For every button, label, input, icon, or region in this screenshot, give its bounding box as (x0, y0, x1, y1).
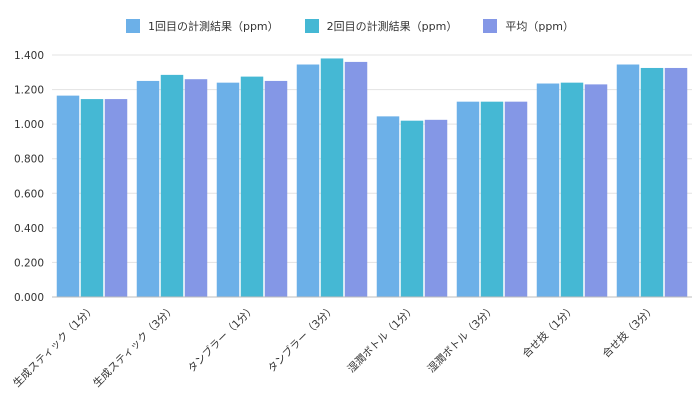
bar-series-1-cat-1 (56, 95, 80, 297)
x-tick-label: 湿潤ボトル（3分） (426, 303, 499, 376)
legend: 1回目の計測結果（ppm） 2回目の計測結果（ppm） 平均（ppm） (0, 18, 700, 34)
bar-series-1-cat-2 (136, 80, 160, 297)
bar-series-2-cat-5 (400, 120, 424, 297)
y-tick-label: 0.000 (14, 292, 44, 304)
x-tick-label: 生成スティック（1分） (10, 302, 98, 390)
x-tick-label: 合せ技（3分） (600, 302, 658, 360)
bar-series-1-cat-4 (296, 64, 320, 297)
y-tick-label: 0.400 (14, 223, 44, 235)
legend-label-series-2: 2回目の計測結果（ppm） (326, 20, 458, 33)
x-tick-label: 生成スティック（3分） (90, 302, 178, 390)
legend-item-series-3: 平均（ppm） (483, 18, 574, 34)
bar-series-3-cat-1 (104, 99, 128, 297)
y-tick-label: 1.400 (14, 50, 44, 62)
x-tick-label: タンブラー（1分） (185, 302, 258, 375)
x-tick-label: タンブラー（3分） (265, 302, 338, 375)
x-axis-ticks: 生成スティック（1分）生成スティック（3分） タンブラー（1分） タンブラー（3分）… (10, 302, 658, 390)
bar-series-2-cat-3 (240, 76, 264, 297)
bar-series-2-cat-1 (80, 99, 104, 297)
bar-series-3-cat-6 (504, 101, 528, 298)
legend-swatch-series-1 (125, 19, 140, 33)
bar-series-2-cat-6 (480, 101, 504, 298)
bar-series-2-cat-7 (560, 82, 584, 298)
y-tick-label: 1.200 (14, 85, 44, 97)
legend-item-series-1: 1回目の計測結果（ppm） (125, 18, 279, 34)
legend-swatch-series-2 (304, 19, 319, 33)
bar-series-1-cat-5 (376, 116, 400, 297)
legend-swatch-series-3 (483, 19, 498, 33)
y-tick-label: 1.000 (14, 119, 44, 131)
bars-layer (56, 58, 688, 298)
bar-series-1-cat-6 (456, 101, 480, 298)
legend-label-series-3: 平均（ppm） (505, 20, 575, 33)
bar-series-3-cat-4 (344, 61, 368, 297)
y-axis-ticks: 0.000 0.200 0.400 0.600 0.800 1.000 1.200 1.400 (14, 50, 44, 304)
bar-series-3-cat-3 (264, 80, 288, 297)
legend-label-series-1: 1回目の計測結果（ppm） (147, 20, 279, 33)
bar-series-3-cat-2 (184, 79, 208, 297)
bar-series-2-cat-8 (640, 67, 664, 297)
legend-item-series-2: 2回目の計測結果（ppm） (304, 18, 458, 34)
bar-series-1-cat-8 (616, 64, 640, 297)
bar-series-1-cat-3 (216, 82, 240, 298)
bar-series-3-cat-5 (424, 119, 448, 297)
y-tick-label: 0.800 (14, 154, 44, 166)
x-tick-label: 合せ技（1分） (520, 302, 578, 360)
x-tick-label: 湿潤ボトル（1分） (346, 303, 419, 376)
bar-series-2-cat-2 (160, 74, 184, 297)
y-tick-label: 0.600 (14, 188, 44, 200)
bar-series-2-cat-4 (320, 58, 344, 298)
y-tick-label: 0.200 (14, 257, 44, 269)
bar-series-3-cat-8 (664, 67, 688, 297)
bar-series-1-cat-7 (536, 83, 560, 298)
bar-series-3-cat-7 (584, 84, 608, 297)
